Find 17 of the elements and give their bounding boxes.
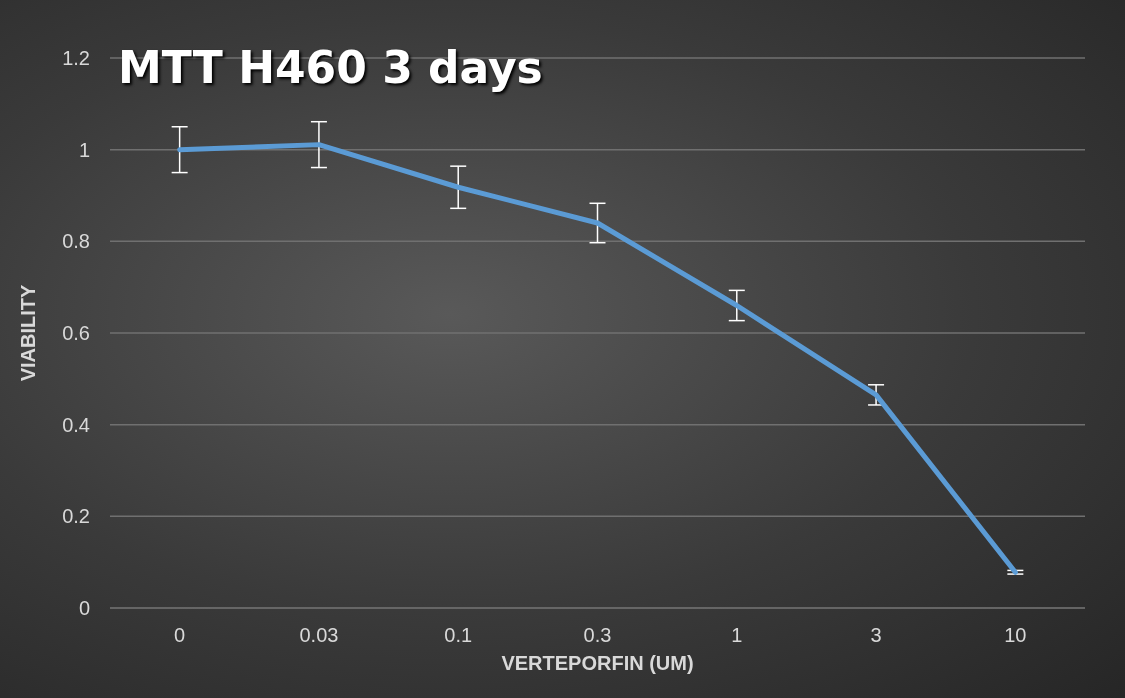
x-tick-label: 10 [1004,624,1027,647]
x-tick-label: 0 [174,624,186,647]
y-axis-title: VIABILITY [17,284,40,382]
x-tick-label: 1 [731,624,743,647]
chart-title: MTT H460 3 days [118,42,543,93]
y-tick-label: 0.4 [62,413,90,436]
y-tick-label: 0.8 [62,230,90,253]
y-tick-label: 0 [78,597,90,620]
y-tick-label: 1 [78,138,90,161]
x-axis-title: VERTEPORFIN (UM) [501,652,694,674]
x-tick-label: 0.3 [583,624,612,647]
y-tick-label: 1.2 [62,47,90,70]
x-tick-label: 3 [870,624,882,647]
x-tick-label: 0.1 [444,624,473,647]
y-tick-label: 0.6 [62,322,90,345]
y-tick-label: 0.2 [62,505,90,528]
x-tick-label: 0.03 [299,624,339,647]
